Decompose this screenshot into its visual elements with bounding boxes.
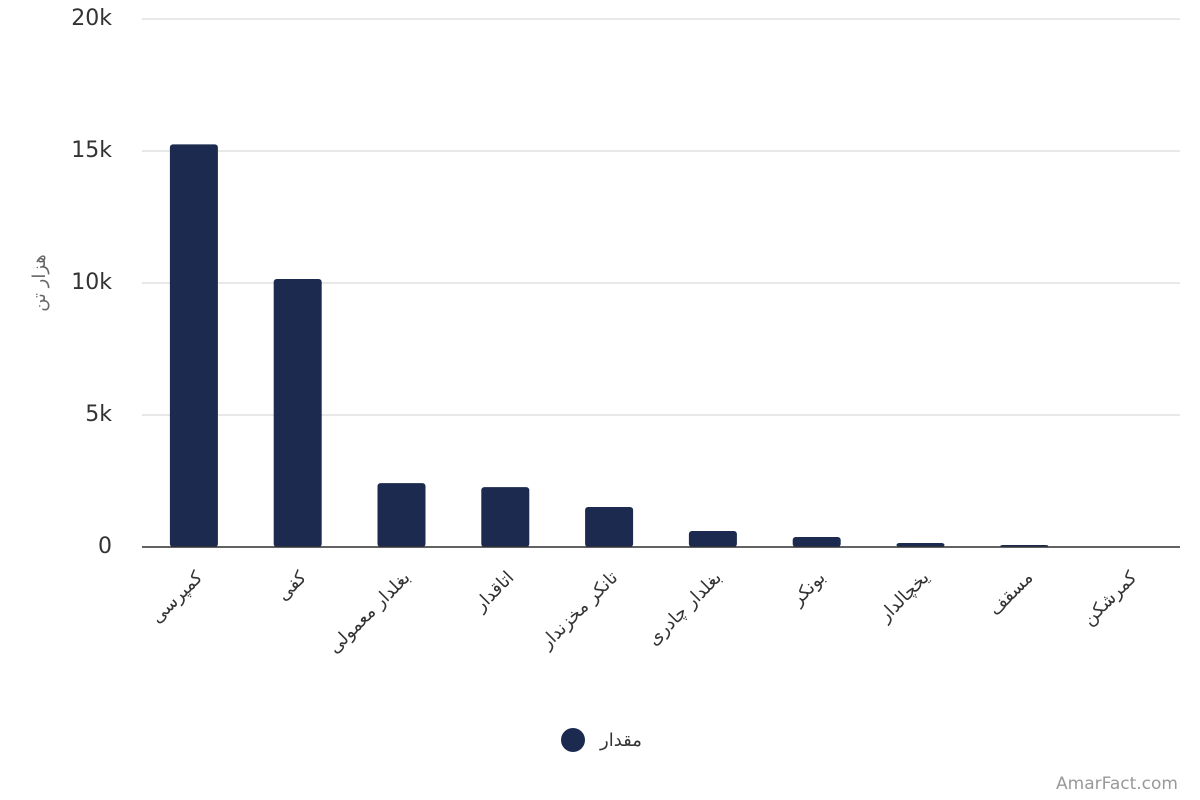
y-tick-label: 20k	[71, 6, 112, 31]
bar	[688, 531, 737, 547]
watermark: AmarFact.com	[1056, 774, 1178, 794]
x-tick-label: کمرشکن	[1078, 567, 1141, 630]
bar	[169, 144, 218, 547]
bar	[792, 536, 841, 547]
y-axis-title: هزار تن	[29, 254, 50, 312]
bar	[585, 507, 634, 547]
legend-marker	[561, 728, 585, 752]
x-tick-label: بغلدار چادری	[643, 567, 726, 650]
x-tick-label: بونکر	[786, 567, 829, 610]
x-tick-label: کفی	[273, 567, 311, 605]
y-tick-label: 10k	[71, 270, 112, 295]
x-tick-label: مسقف	[985, 567, 1038, 620]
y-tick-label: 0	[98, 534, 112, 559]
x-tick-label: یخچالدار	[874, 567, 934, 627]
bar	[481, 487, 530, 547]
legend-label: مقدار	[599, 730, 642, 751]
y-tick-label: 15k	[71, 138, 112, 163]
bar	[896, 543, 945, 547]
x-tick-label: بغلدار معمولی	[324, 567, 415, 658]
x-tick-label: تانکر مخزندار	[536, 567, 623, 654]
x-tick-label: کمپرسی	[147, 567, 208, 628]
y-tick-label: 5k	[85, 402, 112, 427]
bar	[273, 279, 322, 547]
bar	[377, 483, 426, 547]
x-tick-label: اتاقدار	[469, 567, 518, 616]
